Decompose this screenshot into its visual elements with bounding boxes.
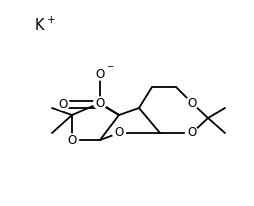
Text: O: O [67, 133, 77, 146]
Text: O: O [187, 126, 197, 139]
Text: O: O [95, 68, 105, 81]
Text: O: O [114, 126, 124, 139]
Ellipse shape [113, 127, 125, 139]
Text: O: O [187, 96, 197, 110]
Ellipse shape [185, 127, 198, 139]
Ellipse shape [93, 68, 106, 80]
Ellipse shape [185, 97, 198, 109]
Text: −: − [106, 61, 113, 70]
Text: K: K [35, 18, 44, 33]
Text: O: O [58, 97, 68, 110]
Text: O: O [95, 96, 105, 110]
Ellipse shape [93, 97, 106, 109]
Ellipse shape [56, 98, 70, 110]
Text: +: + [47, 15, 56, 25]
Ellipse shape [66, 134, 78, 146]
